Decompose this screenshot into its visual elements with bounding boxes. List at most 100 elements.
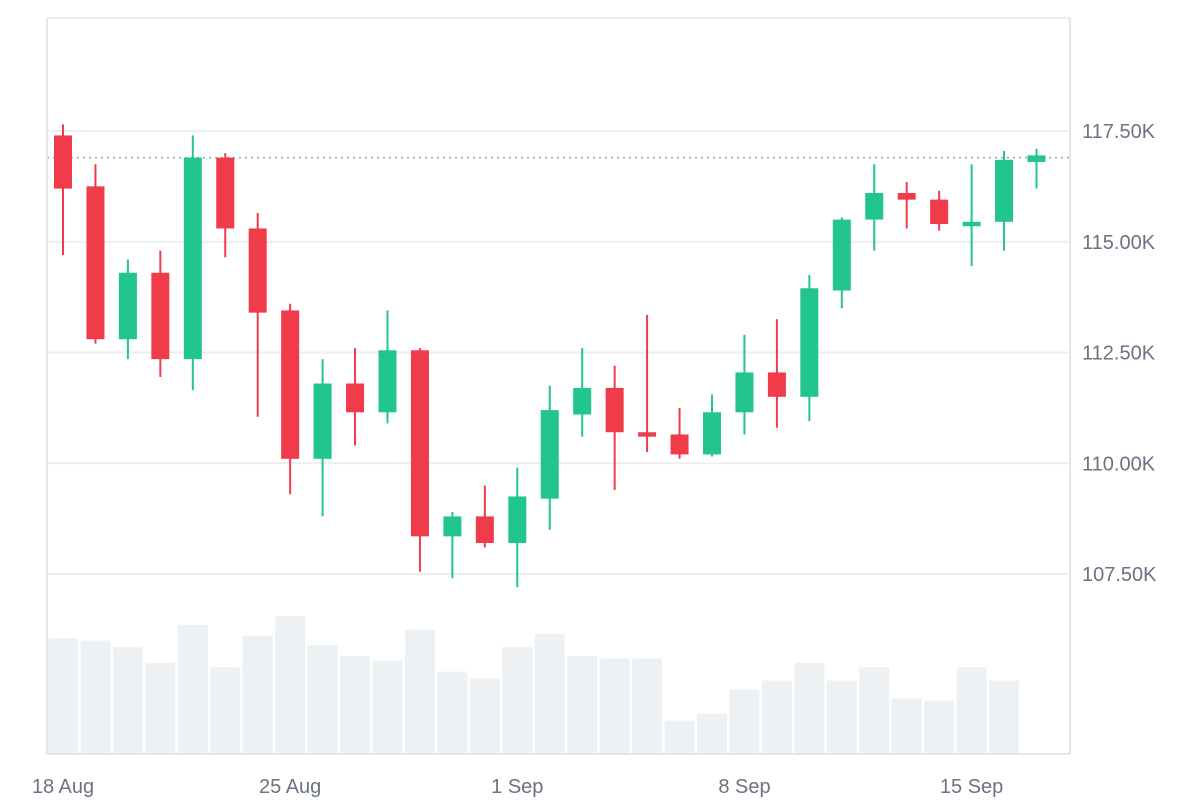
candle-body: [378, 350, 397, 413]
candle: [281, 303, 300, 495]
candle: [832, 217, 851, 309]
candle: [540, 385, 559, 530]
candle: [183, 135, 202, 391]
candle: [508, 467, 527, 588]
grid-layer: [47, 130, 1070, 575]
volume-bar: [859, 667, 890, 754]
candle: [703, 394, 721, 457]
volume-bar: [469, 678, 500, 754]
volume-bar: [404, 629, 435, 754]
volume-bar: [632, 658, 663, 754]
candle-body: [118, 272, 137, 340]
candle-body: [475, 516, 494, 543]
candle: [638, 314, 657, 453]
candle: [1027, 148, 1046, 189]
candle: [735, 334, 754, 435]
volume-bar: [437, 671, 468, 754]
y-tick-label: 115.00K: [1082, 232, 1156, 254]
candle: [118, 259, 137, 360]
candle-body: [540, 410, 559, 499]
candle: [573, 348, 592, 437]
candle: [930, 190, 949, 231]
candle: [767, 319, 786, 428]
y-tick-label: 112.50K: [1082, 343, 1156, 365]
y-tick-label: 107.50K: [1082, 564, 1157, 586]
volume-bar: [307, 644, 338, 754]
candle-body: [930, 199, 949, 225]
candle: [897, 181, 916, 229]
candle-body: [767, 372, 786, 397]
candle: [151, 250, 170, 377]
candle: [86, 164, 105, 344]
candle-body: [248, 228, 267, 313]
volume-bar: [567, 656, 598, 754]
x-axis: 18 Aug 25 Aug 1 Sep 8 Sep 15 Sep: [32, 776, 1003, 798]
x-tick-label: 1 Sep: [491, 776, 543, 798]
candle-body: [54, 135, 72, 189]
volume-bar: [534, 633, 565, 754]
candle: [800, 274, 819, 422]
volume-bar: [177, 624, 208, 754]
candle-body: [995, 159, 1014, 222]
candle-layer: [54, 124, 1046, 588]
frame-layer: [46, 17, 1071, 755]
candle-body: [1027, 155, 1046, 163]
volume-bar: [112, 647, 143, 754]
candle-body: [216, 157, 235, 229]
candle: [670, 407, 689, 459]
candle: [443, 511, 462, 579]
volume-bar: [794, 662, 825, 754]
candle-body: [962, 221, 981, 227]
candle-body: [897, 193, 916, 200]
volume-bar: [242, 636, 273, 754]
candle-body: [573, 387, 592, 415]
candle-body: [508, 496, 527, 543]
volume-bar: [729, 689, 760, 754]
candle-body: [832, 219, 851, 291]
candle-body: [86, 186, 105, 340]
candle-body: [605, 387, 624, 433]
candle: [962, 164, 981, 267]
volume-bar: [275, 616, 306, 754]
candle: [865, 164, 884, 251]
candle: [346, 348, 365, 446]
x-tick-label: 18 Aug: [32, 776, 94, 798]
candle: [378, 310, 397, 424]
volume-bar: [989, 680, 1020, 754]
candle: [54, 124, 72, 256]
y-tick-label: 117.50K: [1082, 121, 1156, 143]
volume-bar: [340, 656, 371, 754]
candle-body: [346, 383, 365, 413]
candle-body: [183, 157, 202, 360]
candle-body: [865, 193, 884, 220]
candle: [313, 359, 332, 517]
candle: [216, 153, 235, 258]
candle-body: [670, 434, 689, 455]
y-axis: 107.50K 110.00K 112.50K 115.00K 117.50K: [1082, 121, 1157, 586]
volume-bar: [664, 720, 695, 754]
candle-body: [735, 372, 754, 413]
candle: [248, 212, 267, 417]
volume-bar: [891, 698, 922, 754]
x-tick-label: 15 Sep: [940, 776, 1003, 798]
candle: [410, 348, 429, 572]
candle-body: [703, 412, 721, 455]
candle-body: [151, 272, 170, 360]
volume-bar: [599, 658, 630, 754]
volume-bar: [48, 638, 78, 754]
candle-body: [313, 383, 332, 459]
candle-body: [800, 288, 819, 397]
candle: [605, 365, 624, 490]
volume-bar: [924, 700, 955, 754]
volume-bar: [372, 660, 403, 754]
volume-bar: [826, 680, 857, 754]
candle-body: [638, 432, 657, 437]
volume-bar: [502, 647, 533, 754]
candle-body: [281, 310, 300, 459]
candle: [995, 150, 1014, 251]
volume-bar: [956, 667, 987, 754]
x-tick-label: 25 Aug: [259, 776, 321, 798]
candle-body: [443, 516, 462, 537]
